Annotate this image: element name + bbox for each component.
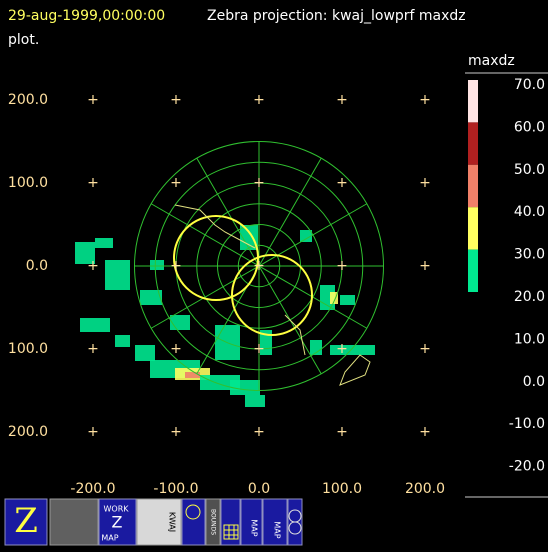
colorbar-label: -10.0 xyxy=(509,416,545,432)
map-icon[interactable] xyxy=(240,498,263,546)
map: MAP xyxy=(101,534,118,543)
grid-cross: + xyxy=(253,92,265,108)
y-label: 100.0 xyxy=(8,175,48,191)
colorbar-label: 20.0 xyxy=(514,289,545,305)
loop-glyph xyxy=(288,509,302,535)
kwaj: KWAJ xyxy=(168,512,177,532)
bounds-icon[interactable] xyxy=(205,498,221,546)
grid-cross: + xyxy=(336,175,348,191)
grid-cross: + xyxy=(419,175,431,191)
grid-cross: + xyxy=(253,341,265,357)
title: Zebra projection: kwaj_lowprf maxdz xyxy=(207,8,466,24)
colorbar-swatch xyxy=(468,122,478,165)
grid-cross: + xyxy=(336,258,348,274)
time: 29-aug-1999,00:00:00 xyxy=(8,8,165,24)
grid-cross: + xyxy=(253,424,265,440)
map3: MAP xyxy=(273,521,282,538)
overlay-circles xyxy=(173,215,313,336)
z: Z xyxy=(112,513,123,532)
echo-cell xyxy=(140,290,162,305)
colorbar-swatch xyxy=(468,249,478,292)
x-label: 0.0 xyxy=(248,481,270,497)
grid-cross: + xyxy=(87,341,99,357)
bounds: BOUNDS xyxy=(210,509,217,535)
usmap-icon[interactable] xyxy=(262,498,288,546)
work: WORK xyxy=(103,505,129,514)
echo-cell xyxy=(150,260,164,270)
grid-cross: + xyxy=(170,341,182,357)
range-rings xyxy=(134,141,384,391)
colorbar-swatch xyxy=(468,80,478,123)
grid-cross: + xyxy=(336,341,348,357)
colorbar-label: 0.0 xyxy=(523,374,545,390)
grid-cross: + xyxy=(170,424,182,440)
grid-cross: + xyxy=(87,175,99,191)
echo-cell xyxy=(300,230,312,242)
echo-cell xyxy=(185,372,200,378)
colorbar-label: 60.0 xyxy=(514,119,545,135)
grid-icon[interactable] xyxy=(220,498,241,546)
x-label: 200.0 xyxy=(405,481,445,497)
echo-cell xyxy=(135,345,155,361)
echo-cell xyxy=(330,345,375,355)
grid-cross: + xyxy=(170,175,182,191)
y-label: 100.0 xyxy=(8,341,48,357)
grid-cross: + xyxy=(170,258,182,274)
colorbar-label: 70.0 xyxy=(514,77,545,93)
echo-cell xyxy=(330,292,338,304)
x-label: -100.0 xyxy=(153,481,198,497)
grid-cross: + xyxy=(419,92,431,108)
workmap-icon[interactable] xyxy=(98,498,137,546)
echo-cell xyxy=(245,395,265,407)
toolbar: Z WORK Z MAP KWAJ BOUNDS MAP MAP xyxy=(4,498,303,546)
colorbar-swatch xyxy=(468,164,478,208)
coastline xyxy=(174,204,371,386)
echo-cell xyxy=(170,315,190,330)
zebra-icon[interactable] xyxy=(4,498,48,546)
echo-cell xyxy=(105,260,130,290)
colorbar-swatch xyxy=(468,207,478,250)
grid-cross: + xyxy=(87,258,99,274)
grid-cross: + xyxy=(419,341,431,357)
grid-cross: + xyxy=(419,424,431,440)
echo-cell xyxy=(340,295,355,305)
grid-cross: + xyxy=(336,92,348,108)
rings-glyph xyxy=(185,504,201,520)
y-label: 200.0 xyxy=(8,424,48,440)
echo-cell xyxy=(80,318,110,332)
grid-cross: + xyxy=(253,175,265,191)
title-cont: plot. xyxy=(8,32,39,48)
x-label: 100.0 xyxy=(322,481,362,497)
colorbar-label: 10.0 xyxy=(514,331,545,347)
y-label: 0.0 xyxy=(26,258,48,274)
zebra-logo: Z xyxy=(14,501,38,541)
colorbar-label: 30.0 xyxy=(514,247,545,263)
spoke xyxy=(150,203,368,329)
echo-cell xyxy=(75,242,95,264)
echo-cell xyxy=(95,238,113,248)
map2: MAP xyxy=(250,519,259,536)
kwaj-icon[interactable] xyxy=(136,498,182,546)
grid-cross: + xyxy=(170,92,182,108)
grid-cross: + xyxy=(336,424,348,440)
echo-cell xyxy=(240,225,258,250)
grid-cross: + xyxy=(253,258,265,274)
y-label: 200.0 xyxy=(8,92,48,108)
echo-cell xyxy=(115,335,130,347)
colorbar-label: 40.0 xyxy=(514,204,545,220)
colorbar-field: maxdz xyxy=(468,53,515,69)
image-icon[interactable] xyxy=(49,498,99,546)
colorbar-label: -20.0 xyxy=(509,459,545,475)
grid-cross: + xyxy=(87,424,99,440)
echo-cell xyxy=(230,380,260,395)
grid-glyph xyxy=(223,524,239,540)
rings-icon[interactable] xyxy=(181,498,206,546)
x-label: -200.0 xyxy=(70,481,115,497)
grid-cross: + xyxy=(87,92,99,108)
grid-cross: + xyxy=(419,258,431,274)
colorbar-label: 50.0 xyxy=(514,162,545,178)
